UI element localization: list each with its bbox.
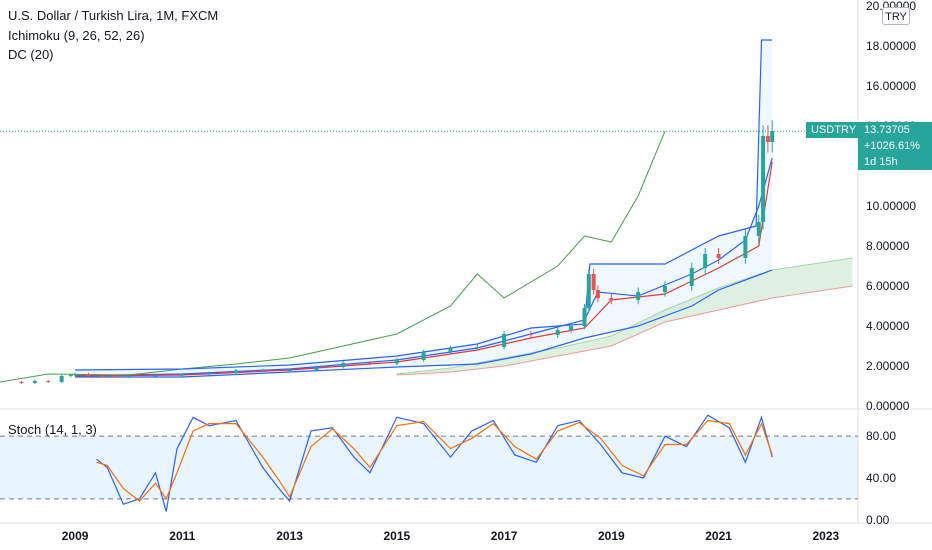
- candle-body: [582, 308, 587, 326]
- time-tick-label: 2019: [598, 529, 625, 543]
- candle-body: [73, 374, 78, 375]
- candle-body: [287, 370, 292, 371]
- candle-body: [756, 222, 761, 236]
- last-price-badge: 13.73705 +1026.61% 1d 15h: [858, 122, 932, 170]
- stoch-tick-label: 40.00: [866, 471, 896, 485]
- candle-body: [46, 381, 51, 382]
- price-change: +1026.61%: [864, 140, 920, 152]
- candle-body: [595, 290, 600, 298]
- candle-body: [448, 348, 453, 352]
- candle-body: [207, 373, 212, 375]
- candle-body: [153, 375, 158, 377]
- symbol-price-tag: USDTRY: [806, 122, 862, 138]
- chikou-line: [0, 131, 666, 383]
- candle-body: [591, 274, 596, 290]
- last-price: 13.73705: [864, 124, 910, 136]
- donchian-lower-line: [75, 269, 773, 378]
- candle-body: [68, 375, 73, 376]
- candle-body: [113, 376, 118, 378]
- candle-body: [368, 363, 373, 364]
- time-tick-label: 2017: [491, 529, 518, 543]
- currency-badge[interactable]: TRY: [882, 7, 910, 25]
- stoch-k-line: [96, 414, 773, 512]
- price-tick-label: 0.00000: [866, 399, 910, 413]
- candle-body: [609, 298, 614, 300]
- stoch-legend[interactable]: Stoch (14, 1, 3): [8, 422, 97, 437]
- candle-body: [314, 367, 319, 370]
- axes: 0.00000 2.00000 4.00000 6.00000 8.00000 10.00…: [62, 0, 917, 543]
- time-tick-label: 2015: [383, 529, 410, 543]
- candle-body: [86, 374, 91, 376]
- price-tick-label: 10.00000: [866, 199, 916, 213]
- stoch-d-line: [96, 419, 773, 502]
- candle-body: [569, 326, 574, 330]
- time-tick-label: 2021: [705, 529, 732, 543]
- price-tick-label: 4.00000: [866, 319, 910, 333]
- candle-body: [32, 381, 37, 383]
- time-tick-label: 2013: [276, 529, 303, 543]
- candle-body: [770, 131, 775, 142]
- candle-body: [126, 376, 131, 377]
- candle-body: [765, 136, 770, 142]
- stoch-band-fill: [0, 436, 858, 499]
- price-tick-label: 18.00000: [866, 39, 916, 53]
- symbol-title[interactable]: U.S. Dollar / Turkish Lira, 1M, FXCM: [8, 8, 219, 23]
- candle-body: [19, 382, 24, 383]
- candle-body: [636, 292, 641, 300]
- candle-body: [233, 370, 238, 373]
- price-tick-label: 8.00000: [866, 239, 910, 253]
- tenkan-line: [75, 157, 773, 377]
- candle-body: [99, 376, 104, 377]
- candle-body: [586, 274, 591, 308]
- candle-body: [421, 352, 426, 360]
- stoch-tick-label: 80.00: [866, 429, 896, 443]
- ichimoku-legend[interactable]: Ichimoku (9, 26, 52, 26): [8, 28, 145, 43]
- candle-body: [502, 334, 507, 347]
- time-tick-label: 2023: [812, 529, 839, 543]
- stoch-tick-label: 0.00: [866, 513, 890, 527]
- candle-body: [260, 370, 265, 371]
- candle-body: [394, 360, 399, 364]
- candle-body: [59, 376, 64, 382]
- candle-body: [180, 374, 185, 376]
- price-tick-label: 2.00000: [866, 359, 910, 373]
- candle-body: [703, 254, 708, 268]
- price-tick-label: 16.00000: [866, 79, 916, 93]
- candle-body: [475, 347, 480, 348]
- price-tick-label: 6.00000: [866, 279, 910, 293]
- main-price-pane: [0, 39, 858, 384]
- time-tick-label: 2009: [62, 529, 89, 543]
- time-tick-label: 2011: [169, 529, 195, 543]
- candle-body: [662, 286, 667, 292]
- bar-countdown: 1d 15h: [864, 156, 898, 168]
- candle-body: [761, 136, 766, 222]
- candle-body: [341, 363, 346, 367]
- candle-body: [716, 254, 721, 258]
- stoch-pane: [0, 414, 858, 512]
- donchian-fill: [75, 40, 773, 377]
- candle-body: [743, 236, 748, 258]
- senkou-b-line: [396, 285, 853, 376]
- candle-body: [528, 334, 533, 335]
- candle-body: [689, 268, 694, 286]
- ichimoku-cloud: [396, 258, 853, 375]
- donchian-legend[interactable]: DC (20): [8, 47, 54, 62]
- candle-body: [555, 330, 560, 335]
